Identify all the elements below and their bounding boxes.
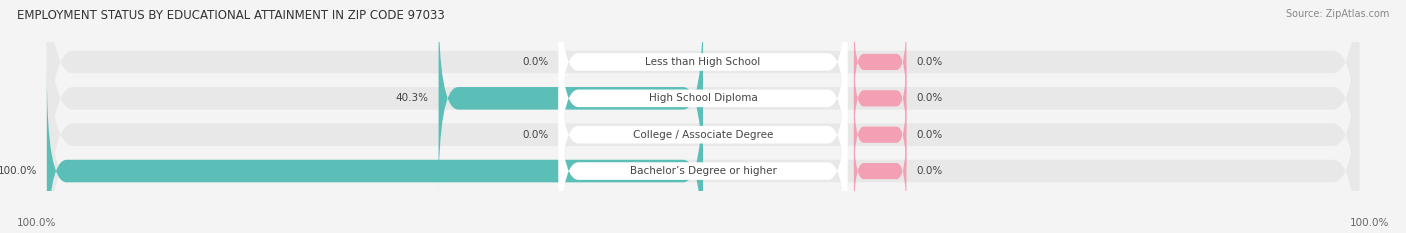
Text: Less than High School: Less than High School <box>645 57 761 67</box>
Text: College / Associate Degree: College / Associate Degree <box>633 130 773 140</box>
FancyBboxPatch shape <box>558 0 848 199</box>
FancyBboxPatch shape <box>46 0 1360 233</box>
Text: High School Diploma: High School Diploma <box>648 93 758 103</box>
FancyBboxPatch shape <box>853 16 907 108</box>
Text: 0.0%: 0.0% <box>917 166 942 176</box>
FancyBboxPatch shape <box>558 0 848 162</box>
Text: 0.0%: 0.0% <box>917 93 942 103</box>
Text: EMPLOYMENT STATUS BY EDUCATIONAL ATTAINMENT IN ZIP CODE 97033: EMPLOYMENT STATUS BY EDUCATIONAL ATTAINM… <box>17 9 444 22</box>
FancyBboxPatch shape <box>853 125 907 217</box>
FancyBboxPatch shape <box>439 0 703 196</box>
FancyBboxPatch shape <box>46 73 703 233</box>
Text: 0.0%: 0.0% <box>523 57 548 67</box>
Text: Bachelor’s Degree or higher: Bachelor’s Degree or higher <box>630 166 776 176</box>
Text: 100.0%: 100.0% <box>0 166 37 176</box>
FancyBboxPatch shape <box>853 52 907 145</box>
FancyBboxPatch shape <box>46 37 1360 233</box>
Text: 0.0%: 0.0% <box>917 57 942 67</box>
FancyBboxPatch shape <box>558 71 848 233</box>
FancyBboxPatch shape <box>853 88 907 181</box>
Text: 100.0%: 100.0% <box>17 218 56 228</box>
Text: 0.0%: 0.0% <box>523 130 548 140</box>
Text: Source: ZipAtlas.com: Source: ZipAtlas.com <box>1285 9 1389 19</box>
FancyBboxPatch shape <box>46 0 1360 196</box>
FancyBboxPatch shape <box>46 0 1360 233</box>
Text: 100.0%: 100.0% <box>1350 218 1389 228</box>
Text: 40.3%: 40.3% <box>395 93 429 103</box>
FancyBboxPatch shape <box>558 34 848 233</box>
Text: 0.0%: 0.0% <box>917 130 942 140</box>
